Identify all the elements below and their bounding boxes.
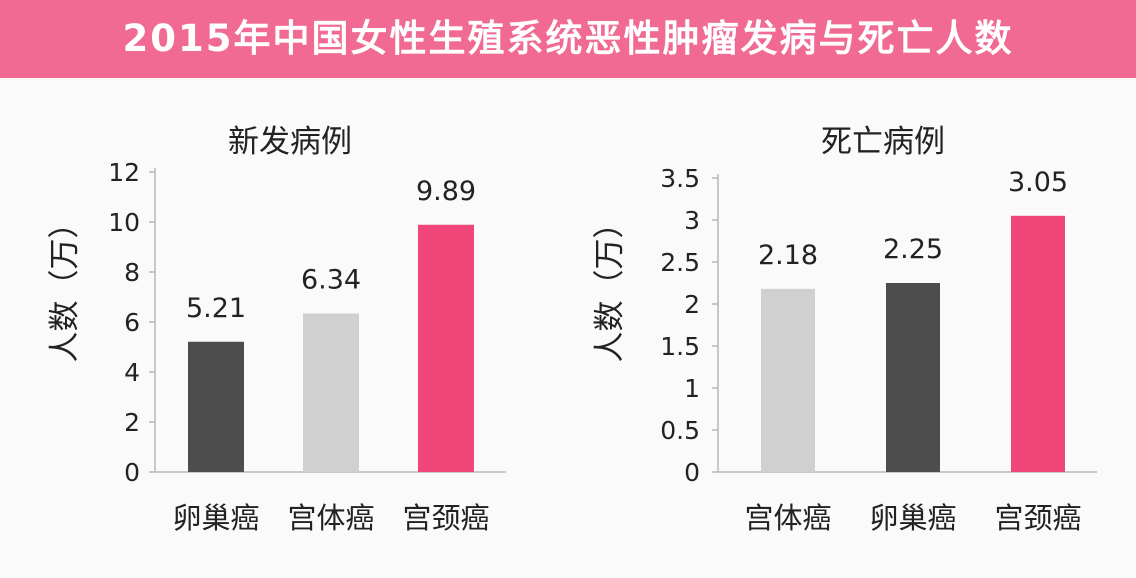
y-tick-label: 2 (124, 408, 140, 437)
data-label: 5.21 (186, 293, 246, 324)
y-tick-label: 12 (108, 158, 140, 187)
x-tick-label: 卵巢癌 (172, 501, 259, 535)
data-label: 2.18 (758, 240, 818, 271)
y-tick-label: 10 (108, 208, 140, 237)
x-tick-label: 宫体癌 (287, 501, 374, 535)
bar (1011, 215, 1065, 473)
y-tick-label: 4 (124, 358, 140, 387)
y-tick-label: 6 (124, 308, 140, 337)
y-tick-label: 2 (684, 290, 700, 319)
y-tick-label: 0.5 (660, 416, 700, 445)
x-tick-label: 宫颈癌 (994, 501, 1081, 535)
x-tick-label: 宫体癌 (744, 501, 831, 535)
chart-title: 死亡病例 (821, 124, 945, 160)
data-label: 6.34 (301, 265, 361, 296)
y-axis-label: 人数（万） (592, 208, 628, 363)
bar (418, 224, 474, 472)
y-tick-label: 8 (124, 258, 140, 287)
y-tick-label: 3 (684, 206, 700, 235)
y-tick-label: 1.5 (660, 332, 700, 361)
bar (188, 341, 244, 472)
y-tick-label: 2.5 (660, 248, 700, 277)
x-tick-label: 宫颈癌 (402, 501, 489, 535)
y-axis-label: 人数（万） (47, 208, 83, 363)
y-tick-label: 0 (124, 458, 140, 487)
x-tick-label: 卵巢癌 (869, 501, 956, 535)
chart-area-background (0, 78, 1136, 578)
title-banner (0, 0, 1136, 78)
y-tick-label: 0 (684, 458, 700, 487)
bar (303, 313, 359, 472)
y-tick-label: 1 (684, 374, 700, 403)
chart-title: 新发病例 (228, 124, 352, 160)
page-title: 2015年中国女性生殖系统恶性肿瘤发病与死亡人数 (122, 17, 1014, 60)
y-tick-label: 3.5 (660, 164, 700, 193)
bar (761, 288, 815, 472)
data-label: 2.25 (883, 234, 943, 265)
bar (886, 283, 940, 472)
data-label: 3.05 (1008, 167, 1068, 198)
data-label: 9.89 (416, 176, 476, 207)
